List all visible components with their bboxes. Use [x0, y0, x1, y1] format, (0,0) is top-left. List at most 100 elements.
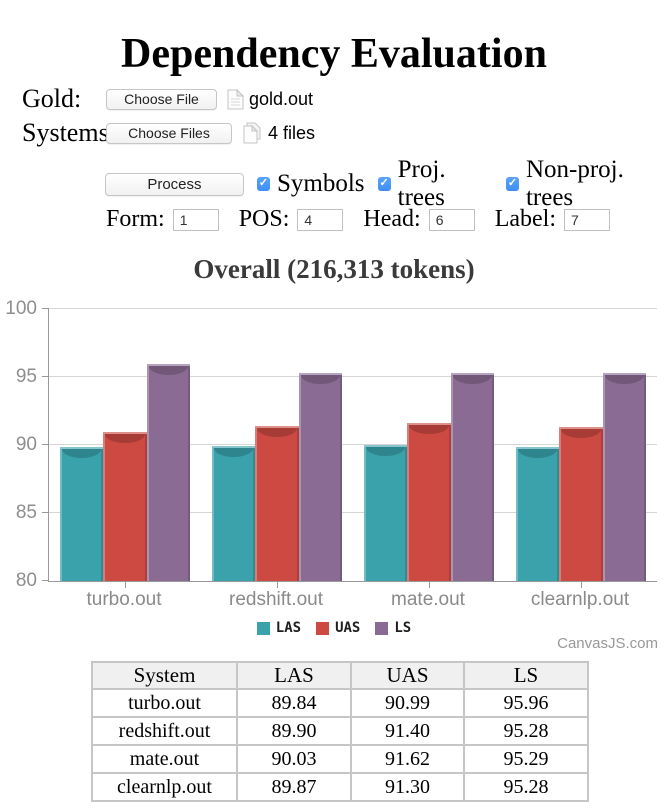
- bar-las-turbo-out[interactable]: [60, 447, 104, 581]
- systems-file-row: Systems: Choose Files 4 files: [22, 118, 315, 148]
- bar-uas-mate-out[interactable]: [407, 422, 451, 581]
- table-cell: 95.29: [463, 744, 589, 774]
- y-axis-tick: [42, 376, 49, 377]
- bar-ls-redshift-out[interactable]: [298, 373, 342, 581]
- bar-uas-clearnlp-out[interactable]: [559, 427, 603, 581]
- checkbox-proj-trees-label: Proj. trees: [397, 156, 446, 211]
- table-cell: clearnlp.out: [91, 772, 238, 802]
- y-axis-label: 80: [15, 570, 37, 591]
- table-row: turbo.out 89.84 90.99 95.96: [91, 688, 589, 718]
- bar-group: [364, 309, 494, 581]
- canvasjs-watermark[interactable]: CanvasJS.com: [557, 635, 658, 652]
- process-row: Process Symbols Proj. trees Non-proj. tr…: [105, 156, 668, 212]
- page-title: Dependency Evaluation: [121, 31, 547, 78]
- table-header-cell: LS: [463, 661, 589, 690]
- head-field-label: Head:: [363, 206, 421, 232]
- y-axis-tick: [42, 512, 49, 513]
- y-axis-label: 90: [15, 434, 37, 455]
- results-table: System LAS UAS LS turbo.out 89.84 90.99 95.96 r…: [91, 661, 589, 802]
- y-axis-label: 85: [15, 502, 37, 523]
- legend-item-ls[interactable]: LS: [375, 620, 411, 636]
- y-axis-tick: [42, 308, 49, 309]
- checkbox-symbols-label: Symbols: [276, 170, 365, 197]
- gridline: [49, 512, 657, 513]
- form-field-label: Form:: [106, 206, 165, 232]
- category-slot-redshift-out: [201, 309, 353, 588]
- x-axis-labels: turbo.out redshift.out mate.out clearnlp.ou…: [48, 589, 656, 611]
- gridline: [49, 376, 657, 377]
- head-index-input[interactable]: [428, 208, 475, 231]
- table-header-cell: LAS: [236, 661, 352, 690]
- chart-title: Overall (216,313 tokens): [193, 254, 475, 284]
- gold-filename: gold.out: [249, 88, 314, 109]
- label-field-label: Label:: [494, 206, 557, 232]
- checkbox-non-proj-trees-label: Non-proj. trees: [525, 156, 624, 211]
- choose-files-button[interactable]: Choose Files: [106, 122, 232, 144]
- bar-ls-mate-out[interactable]: [450, 373, 494, 581]
- process-button[interactable]: Process: [105, 172, 244, 196]
- legend-label: LAS: [275, 620, 302, 636]
- bar-ls-clearnlp-out[interactable]: [602, 373, 646, 581]
- table-cell: turbo.out: [91, 688, 238, 718]
- checkbox-non-proj-trees[interactable]: [505, 176, 519, 191]
- table-cell: 90.99: [350, 688, 465, 718]
- category-slot-clearnlp-out: [505, 309, 657, 588]
- table-cell: 95.28: [463, 772, 589, 802]
- table-cell: mate.out: [91, 744, 238, 774]
- x-axis-label: mate.out: [391, 589, 465, 610]
- bar-ls-turbo-out[interactable]: [146, 363, 190, 581]
- bar-chart: Overall (216,313 tokens) 80 85 90 95 100 tur…: [0, 248, 668, 658]
- table-cell: 95.28: [463, 716, 589, 746]
- bar-group: [60, 309, 190, 581]
- legend-item-uas[interactable]: UAS: [316, 620, 360, 636]
- y-axis-tick: [42, 580, 49, 581]
- checkbox-symbols[interactable]: [256, 176, 270, 191]
- category-slot-mate-out: [353, 309, 505, 588]
- bar-las-clearnlp-out[interactable]: [516, 446, 560, 581]
- table-row: mate.out 90.03 91.62 95.29: [91, 744, 589, 774]
- bar-group: [212, 309, 342, 581]
- pos-index-input[interactable]: [297, 208, 344, 231]
- choose-file-button[interactable]: Choose File: [106, 88, 217, 110]
- chart-legend: LAS UAS LS: [0, 620, 668, 636]
- table-cell: 89.84: [236, 688, 352, 718]
- x-axis-label: redshift.out: [229, 589, 323, 610]
- bar-uas-turbo-out[interactable]: [103, 431, 147, 581]
- form-index-input[interactable]: [172, 208, 219, 231]
- table-cell: 91.62: [350, 744, 465, 774]
- bar-las-redshift-out[interactable]: [212, 446, 256, 581]
- table-cell: redshift.out: [91, 716, 238, 746]
- systems-label: Systems:: [22, 118, 116, 147]
- gold-file-row: Gold: Choose File gold.out: [22, 84, 313, 114]
- table-cell: 89.90: [236, 716, 352, 746]
- label-index-input[interactable]: [564, 208, 611, 231]
- x-axis-label: turbo.out: [86, 589, 162, 610]
- legend-item-las[interactable]: LAS: [256, 620, 302, 636]
- legend-swatch: [316, 621, 330, 635]
- table-cell: 89.87: [236, 772, 352, 802]
- table-row: redshift.out 89.90 91.40 95.28: [91, 716, 589, 746]
- table-cell: 91.40: [350, 716, 465, 746]
- legend-swatch: [375, 621, 389, 635]
- pos-field-label: POS:: [238, 206, 290, 232]
- documents-icon: [242, 122, 263, 144]
- plot-slots: [49, 309, 657, 588]
- plot-area: 80 85 90 95 100: [5, 298, 657, 591]
- legend-label: LS: [394, 620, 412, 636]
- column-fields-row: Form: POS: Head: Label:: [106, 206, 630, 233]
- y-axis-label: 95: [15, 366, 37, 387]
- bar-las-mate-out[interactable]: [364, 444, 408, 581]
- table-header-row: System LAS UAS LS: [91, 661, 589, 690]
- table-cell: 90.03: [236, 744, 352, 774]
- table-row: clearnlp.out 89.87 91.30 95.28: [91, 772, 589, 802]
- checkbox-proj-trees[interactable]: [377, 176, 391, 191]
- bar-uas-redshift-out[interactable]: [255, 425, 299, 581]
- table-header-cell: System: [91, 661, 238, 690]
- document-icon: [227, 88, 245, 110]
- bar-group: [516, 309, 646, 581]
- gold-label: Gold:: [22, 84, 82, 113]
- x-axis-label: clearnlp.out: [530, 589, 630, 610]
- table-cell: 91.30: [350, 772, 465, 802]
- table-header-cell: UAS: [350, 661, 465, 690]
